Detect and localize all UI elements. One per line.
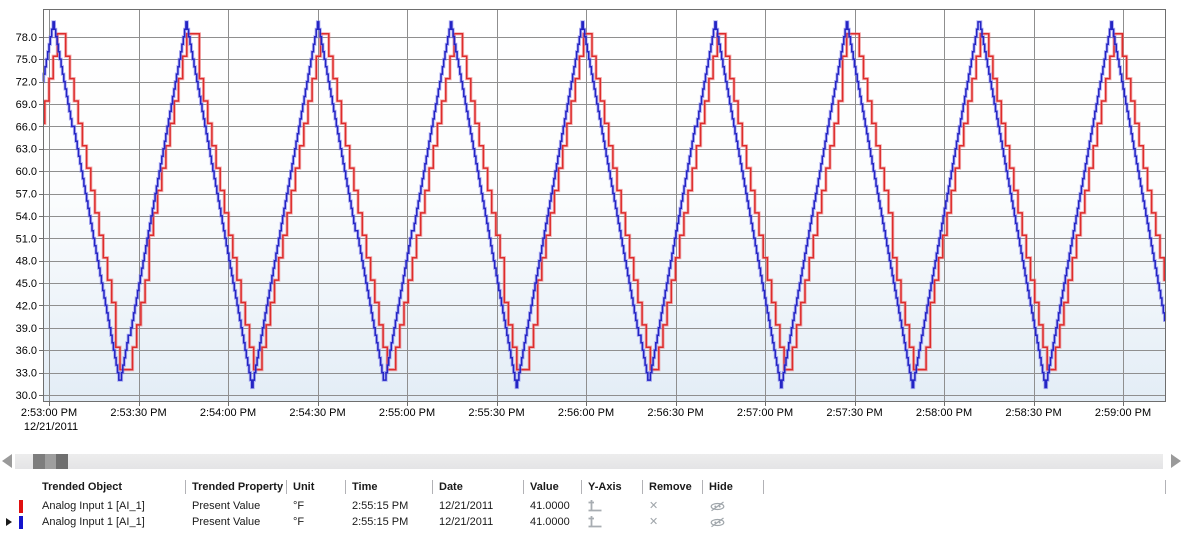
svg-text:57.0: 57.0 [16,189,37,201]
cell-value: 41.0000 [530,500,570,512]
y-axis-button[interactable] [582,498,643,514]
svg-text:33.0: 33.0 [16,368,37,380]
legend-row-red[interactable]: Analog Input 1 [AI_1] Present Value °F 2… [0,498,1186,514]
plot-background[interactable] [43,9,1166,402]
cell-date: 12/21/2011 [439,500,494,512]
header-time: Time [346,476,433,498]
series-line-blue [42,20,1167,390]
header-hide: Hide [703,476,764,498]
cell-trended-property: Present Value [192,500,261,512]
series-line-red [43,32,1166,372]
svg-text:78.0: 78.0 [16,32,37,44]
svg-text:69.0: 69.0 [16,99,37,111]
svg-text:54.0: 54.0 [16,211,37,223]
svg-text:2:58:00 PM: 2:58:00 PM [916,407,972,419]
x-axis-labels: 2:53:00 PM 2:53:30 PM 2:54:00 PM 2:54:30 PM… [21,407,1151,433]
series-color-swatch [19,515,23,529]
header-swatch-spacer [0,476,36,498]
hide-icon [710,501,725,511]
svg-text:66.0: 66.0 [16,121,37,133]
svg-text:60.0: 60.0 [16,166,37,178]
header-date: Date [433,476,524,498]
header-trended-property: Trended Property [186,476,287,498]
legend-row-blue[interactable]: Analog Input 1 [AI_1] Present Value °F 2… [0,514,1186,530]
series-color-swatch [19,499,23,513]
cell-trended-object: Analog Input 1 [AI_1] [42,516,145,528]
svg-text:30.0: 30.0 [16,390,37,402]
row-marker-cell [0,498,36,514]
row-filler [764,514,1166,530]
svg-text:2:57:00 PM: 2:57:00 PM [737,407,793,419]
trend-plot-svg[interactable]: 78.0 75.0 72.0 69.0 66.0 63.0 60.0 57.0 54.0 51.0… [0,0,1186,440]
plot-border [43,9,1166,402]
scrollbar-track[interactable] [15,453,1163,469]
hide-icon [710,517,725,527]
header-remove: Remove [643,476,703,498]
svg-text:45.0: 45.0 [16,278,37,290]
cell-date: 12/21/2011 [439,516,494,528]
svg-text:2:58:30 PM: 2:58:30 PM [1005,407,1061,419]
scroll-left-arrow-icon[interactable] [2,454,12,468]
trend-legend-table: Trended Object Trended Property Unit Tim… [0,476,1186,530]
remove-button[interactable]: ✕ [643,514,703,530]
selected-row-arrow-icon [6,518,12,526]
axis-ticks [39,37,1124,406]
svg-text:2:54:30 PM: 2:54:30 PM [289,407,345,419]
cell-time: 2:55:15 PM [352,500,409,512]
svg-text:72.0: 72.0 [16,77,37,89]
svg-text:36.0: 36.0 [16,345,37,357]
svg-text:2:55:00 PM: 2:55:00 PM [379,407,435,419]
row-filler [764,498,1166,514]
svg-text:39.0: 39.0 [16,323,37,335]
remove-icon: ✕ [649,515,659,528]
y-axis-icon [588,516,602,528]
header-y-axis: Y-Axis [582,476,643,498]
svg-text:2:53:00 PM: 2:53:00 PM [21,407,77,419]
remove-button[interactable]: ✕ [643,498,703,514]
header-value: Value [524,476,582,498]
svg-text:2:56:30 PM: 2:56:30 PM [647,407,703,419]
svg-text:48.0: 48.0 [16,256,37,268]
cell-unit: °F [293,516,305,528]
cell-trended-object: Analog Input 1 [AI_1] [42,500,145,512]
scroll-right-arrow-icon[interactable] [1171,454,1181,468]
cell-trended-property: Present Value [192,516,261,528]
header-trended-object: Trended Object [36,476,186,498]
cell-unit: °F [293,500,305,512]
svg-text:2:53:30 PM: 2:53:30 PM [110,407,166,419]
svg-text:63.0: 63.0 [16,144,37,156]
cell-time: 2:55:15 PM [352,516,409,528]
legend-header-row: Trended Object Trended Property Unit Tim… [0,476,1186,498]
y-axis-icon [588,500,602,512]
svg-text:2:56:00 PM: 2:56:00 PM [558,407,614,419]
svg-text:42.0: 42.0 [16,300,37,312]
svg-text:2:59:00 PM: 2:59:00 PM [1095,407,1151,419]
header-filler [764,476,1166,498]
scrollbar-thumb[interactable] [33,453,68,469]
horizontal-scrollbar[interactable] [0,453,1186,469]
trend-chart[interactable]: 78.0 75.0 72.0 69.0 66.0 63.0 60.0 57.0 54.0 51.0… [0,0,1186,440]
y-axis-labels: 78.0 75.0 72.0 69.0 66.0 63.0 60.0 57.0 54.0 51.0… [16,32,37,402]
remove-icon: ✕ [649,499,659,512]
svg-text:51.0: 51.0 [16,233,37,245]
svg-text:2:55:30 PM: 2:55:30 PM [468,407,524,419]
svg-text:2:54:00 PM: 2:54:00 PM [200,407,256,419]
hide-button[interactable] [703,498,764,514]
header-unit: Unit [287,476,346,498]
cell-value: 41.0000 [530,516,570,528]
y-axis-button[interactable] [582,514,643,530]
svg-text:75.0: 75.0 [16,54,37,66]
svg-text:2:57:30 PM: 2:57:30 PM [826,407,882,419]
row-marker-cell [0,514,36,530]
x-axis-date-label: 12/21/2011 [24,421,78,433]
hide-button[interactable] [703,514,764,530]
